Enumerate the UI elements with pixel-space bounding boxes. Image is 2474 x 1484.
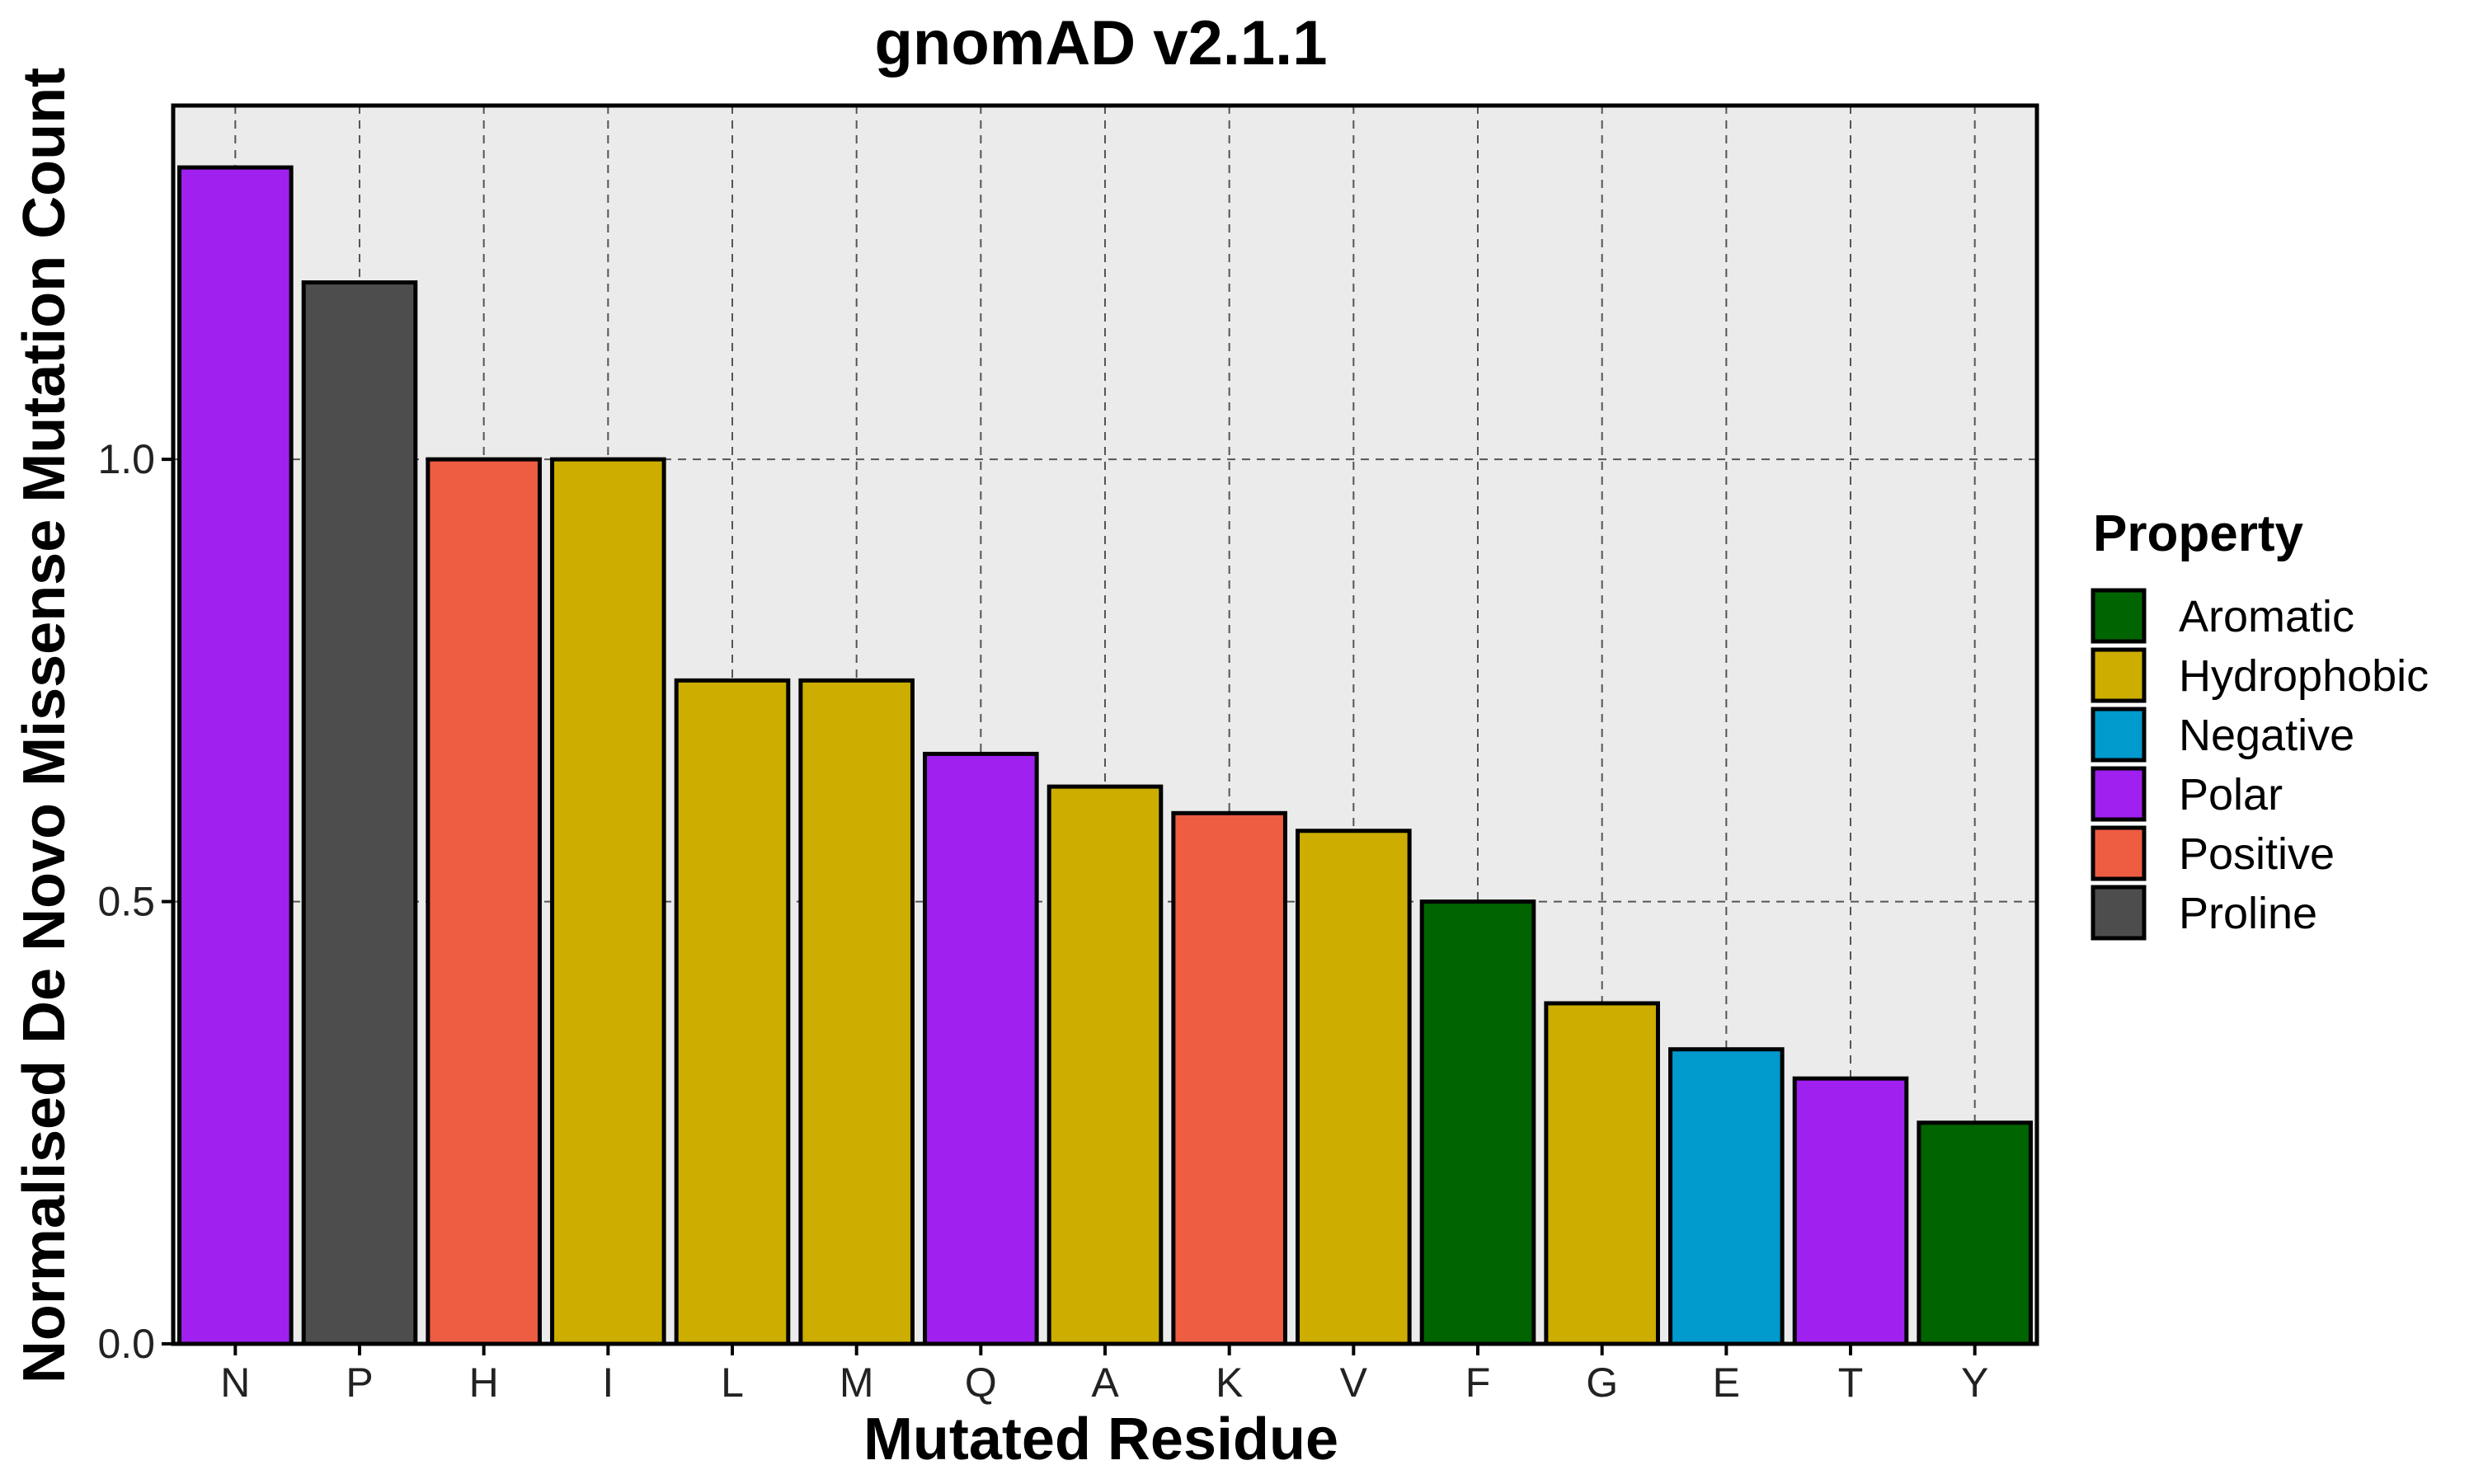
bar-T	[1792, 1076, 1909, 1346]
x-tick-label: H	[469, 1360, 499, 1406]
y-tick-label: 0.0	[97, 1321, 155, 1367]
x-tick-label: I	[602, 1360, 614, 1406]
legend: Property Aromatic Hydrophobic Negative Pola…	[2091, 505, 2429, 941]
x-tick-label: V	[1340, 1360, 1368, 1406]
bar-E	[1668, 1047, 1785, 1346]
bar-H	[426, 457, 542, 1346]
x-tick-label: K	[1216, 1360, 1243, 1406]
legend-key-hydrophobic	[2091, 647, 2147, 703]
legend-title: Property	[2093, 505, 2303, 562]
bar-F	[1419, 899, 1536, 1346]
bar-G	[1544, 1001, 1660, 1346]
x-tick-label: E	[1713, 1360, 1740, 1406]
legend-label-aromatic: Aromatic	[2179, 592, 2354, 641]
x-axis-title: Mutated Residue	[863, 1407, 1338, 1472]
legend-label-polar: Polar	[2179, 770, 2283, 819]
x-tick-label: F	[1465, 1360, 1491, 1406]
legend-key-negative	[2091, 707, 2147, 763]
x-tick-label: L	[721, 1360, 744, 1406]
y-axis: 0.0 0.5 1.0	[97, 436, 173, 1367]
legend-key-aromatic	[2091, 588, 2147, 644]
bar-A	[1047, 784, 1164, 1346]
bar-P	[301, 280, 418, 1346]
x-tick-label: A	[1091, 1360, 1119, 1406]
legend-label-positive: Positive	[2179, 829, 2335, 879]
bars	[177, 165, 2033, 1346]
y-tick-label: 0.5	[97, 879, 155, 925]
bar-K	[1171, 810, 1287, 1346]
legend-label-proline: Proline	[2179, 889, 2317, 938]
x-tick-label: N	[220, 1360, 250, 1406]
x-tick-label: T	[1838, 1360, 1864, 1406]
chart-title: gnomAD v2.1.1	[874, 8, 1327, 78]
x-tick-label: M	[840, 1360, 874, 1406]
bar-V	[1296, 829, 1412, 1346]
legend-key-proline	[2091, 885, 2147, 941]
legend-key-polar	[2091, 766, 2147, 822]
x-tick-label: Y	[1961, 1360, 1988, 1406]
bar-Q	[923, 751, 1039, 1346]
bar-Y	[1917, 1120, 2033, 1346]
legend-key-positive	[2091, 825, 2147, 881]
bar-M	[798, 678, 915, 1346]
x-tick-label: G	[1586, 1360, 1618, 1406]
bar-N	[177, 165, 294, 1346]
legend-label-hydrophobic: Hydrophobic	[2179, 651, 2429, 701]
x-tick-label: P	[346, 1360, 373, 1406]
bar-I	[550, 457, 666, 1346]
y-tick-label: 1.0	[97, 436, 155, 482]
y-axis-title: Normalised De Novo Missense Mutation Cou…	[12, 68, 78, 1383]
x-tick-label: Q	[965, 1360, 997, 1406]
legend-label-negative: Negative	[2179, 711, 2354, 760]
bar-L	[674, 678, 791, 1346]
